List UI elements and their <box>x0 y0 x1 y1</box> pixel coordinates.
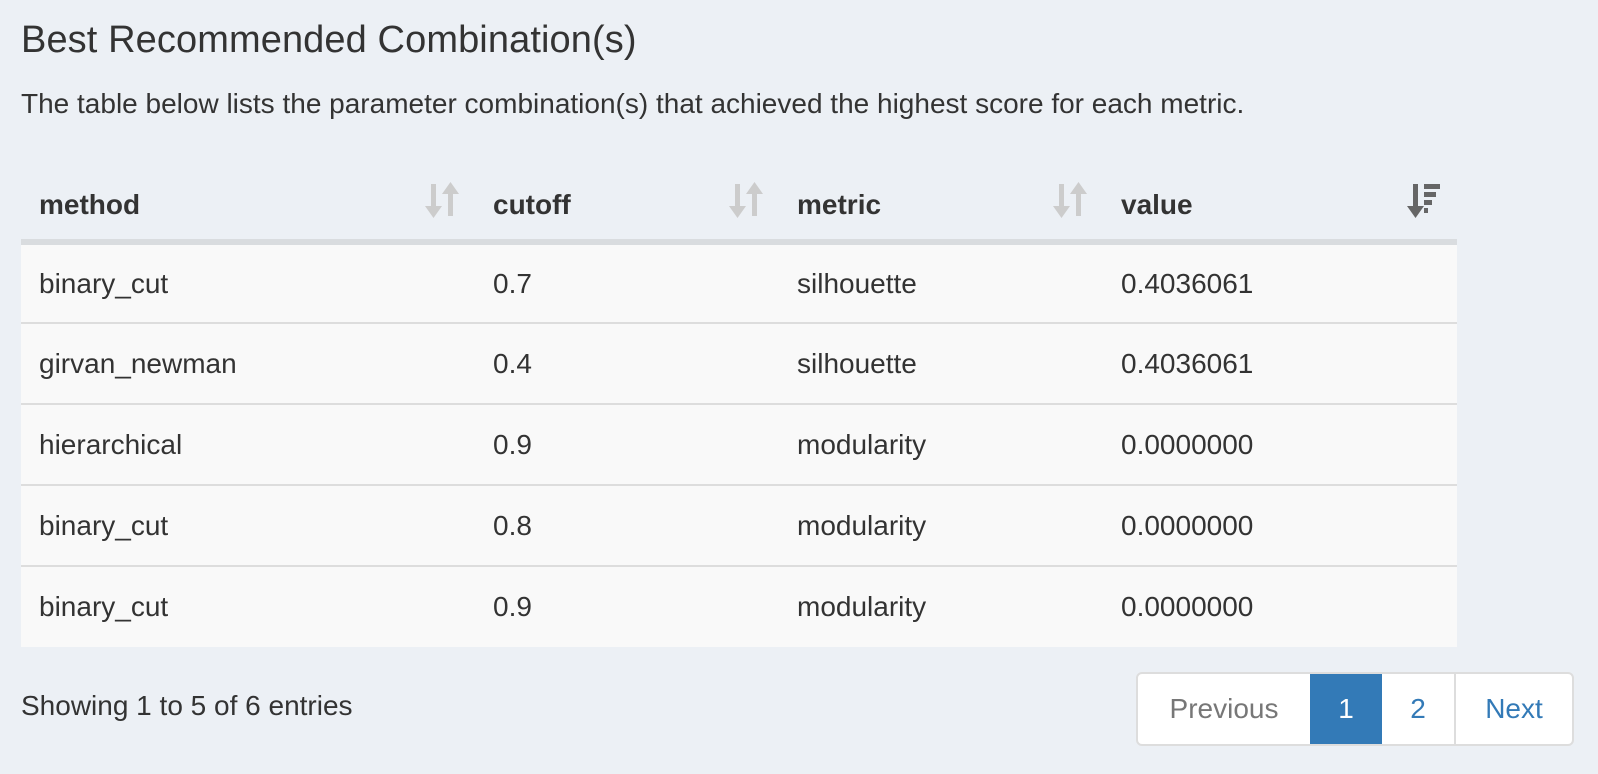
table-row: hierarchical 0.9 modularity 0.0000000 <box>21 403 1457 485</box>
cell-value: 0.4036061 <box>1103 322 1457 404</box>
cell-method: hierarchical <box>21 403 475 485</box>
column-header-label: method <box>39 188 141 220</box>
cell-value: 0.4036061 <box>1103 242 1457 323</box>
sort-descending-icon <box>1407 184 1440 218</box>
table-row: binary_cut 0.7 silhouette 0.4036061 <box>21 242 1457 323</box>
cell-metric: silhouette <box>779 322 1103 404</box>
page-description: The table below lists the parameter comb… <box>21 88 1245 119</box>
column-header-metric[interactable]: metric <box>779 170 1103 245</box>
cell-cutoff: 0.9 <box>475 403 779 485</box>
page-2-button[interactable]: 2 <box>1410 693 1426 724</box>
cell-metric: silhouette <box>779 242 1103 323</box>
cell-method: girvan_newman <box>21 322 475 404</box>
table-row: girvan_newman 0.4 silhouette 0.4036061 <box>21 322 1457 404</box>
cell-cutoff: 0.4 <box>475 322 779 404</box>
sort-both-icon <box>729 182 763 218</box>
cell-metric: modularity <box>779 403 1103 485</box>
cell-metric: modularity <box>779 565 1103 647</box>
column-header-cutoff[interactable]: cutoff <box>475 170 779 245</box>
sort-both-icon <box>1053 182 1087 218</box>
table-header-row: method cutoff <box>21 170 1457 245</box>
next-page-button[interactable]: Next <box>1454 674 1572 744</box>
cell-method: binary_cut <box>21 565 475 647</box>
cell-cutoff: 0.7 <box>475 242 779 323</box>
sort-both-icon <box>425 182 459 218</box>
cell-cutoff: 0.9 <box>475 565 779 647</box>
pagination: Previous 1 2 Next <box>1136 672 1574 746</box>
column-header-method[interactable]: method <box>21 170 475 245</box>
cell-method: binary_cut <box>21 484 475 566</box>
cell-cutoff: 0.8 <box>475 484 779 566</box>
results-table: method cutoff <box>21 170 1457 647</box>
previous-page-button[interactable]: Previous <box>1169 693 1279 724</box>
column-header-value[interactable]: value <box>1103 170 1457 245</box>
page-title: Best Recommended Combination(s) <box>21 19 637 61</box>
cell-value: 0.0000000 <box>1103 484 1457 566</box>
table-row: binary_cut 0.9 modularity 0.0000000 <box>21 565 1457 647</box>
table-row: binary_cut 0.8 modularity 0.0000000 <box>21 484 1457 566</box>
column-header-label: value <box>1121 188 1193 220</box>
column-header-label: metric <box>797 188 882 220</box>
cell-method: binary_cut <box>21 242 475 323</box>
cell-value: 0.0000000 <box>1103 565 1457 647</box>
cell-value: 0.0000000 <box>1103 403 1457 485</box>
page-1-button[interactable]: 1 <box>1310 674 1382 744</box>
cell-metric: modularity <box>779 484 1103 566</box>
table-info: Showing 1 to 5 of 6 entries <box>21 690 353 721</box>
column-header-label: cutoff <box>493 188 571 220</box>
